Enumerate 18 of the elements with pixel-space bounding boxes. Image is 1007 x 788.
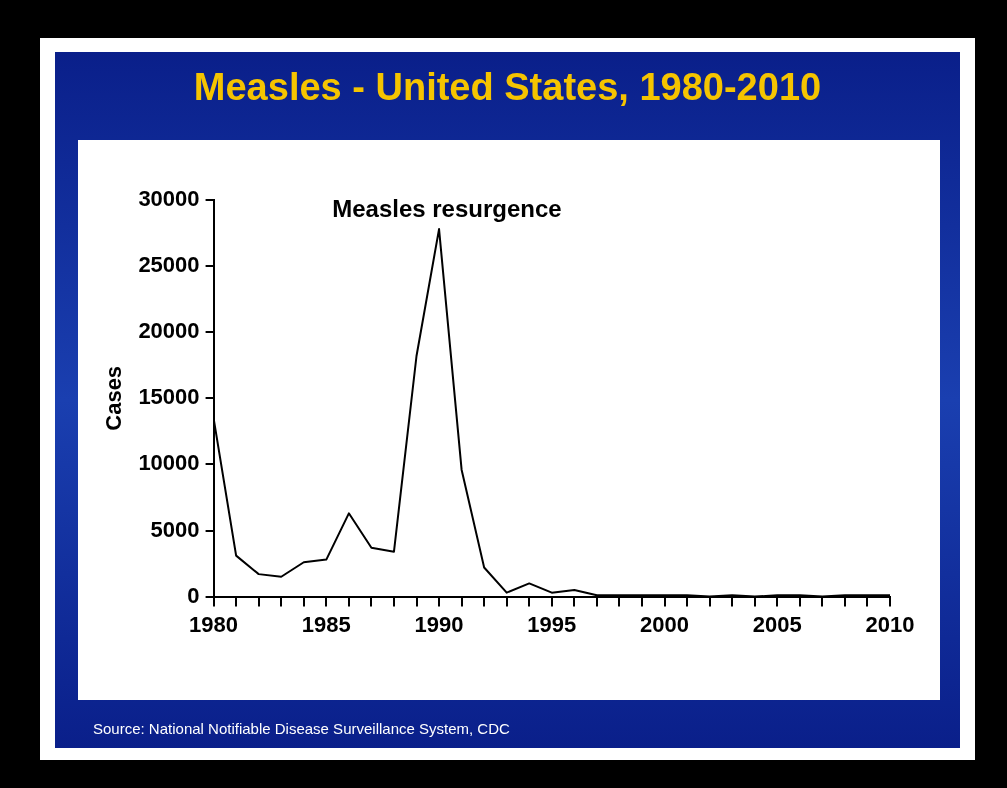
y-tick-label: 5000 — [150, 516, 200, 542]
x-tick-label: 2005 — [752, 611, 802, 637]
x-tick-label: 2000 — [640, 611, 689, 637]
y-tick-label: 0 — [187, 582, 200, 608]
y-tick-label: 20000 — [138, 318, 200, 344]
annotation: Measles resurgence — [332, 194, 562, 222]
x-tick-label: 1995 — [527, 611, 577, 637]
y-tick-label: 30000 — [138, 186, 200, 212]
x-tick-label: 1980 — [189, 611, 239, 637]
y-axis-title: Cases — [101, 365, 127, 431]
source-note: Source: National Notifiable Disease Surveillance System, CDC — [93, 720, 510, 737]
chart-title: Measles - United States, 1980-2010 — [192, 66, 823, 109]
x-tick-label: 1990 — [414, 611, 464, 637]
x-tick-label: 2010 — [865, 611, 915, 637]
x-tick-label: 1985 — [301, 611, 351, 637]
y-tick-label: 15000 — [138, 384, 200, 410]
y-tick-label: 10000 — [138, 450, 200, 476]
y-tick-label: 25000 — [138, 252, 200, 278]
